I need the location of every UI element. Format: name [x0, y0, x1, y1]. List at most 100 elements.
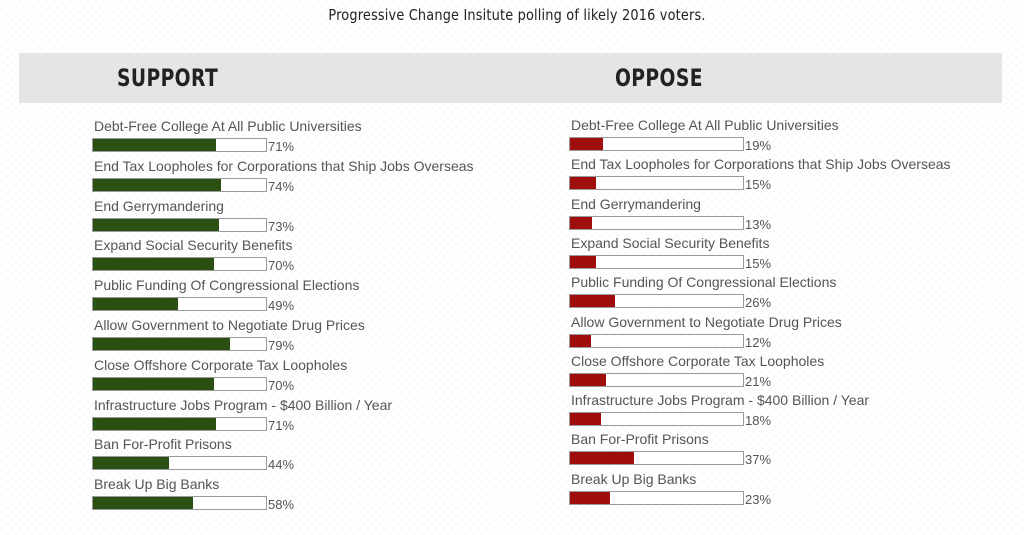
- support-bar-value: 79%: [268, 338, 295, 353]
- oppose-bar-track: [569, 490, 744, 505]
- oppose-bar-row: Break Up Big Banks 23%: [569, 471, 989, 511]
- support-bar-track: [92, 337, 267, 351]
- support-bar-value: 58%: [268, 497, 295, 513]
- oppose-bar: [570, 138, 603, 150]
- support-bar-value: 71%: [268, 417, 295, 433]
- support-bar-value: 44%: [268, 457, 295, 473]
- oppose-bar-row: Close Offshore Corporate Tax Loopholes 21…: [569, 353, 989, 393]
- support-bar: [93, 377, 215, 390]
- oppose-bar-label: Expand Social Security Benefits: [571, 234, 770, 251]
- support-bar: [93, 178, 222, 191]
- support-bar-label: Close Offshore Corporate Tax Loopholes: [94, 356, 348, 373]
- support-bar-value: 71%: [268, 139, 295, 154]
- support-bar: [93, 298, 178, 311]
- support-bar-label: Break Up Big Banks: [94, 476, 220, 493]
- oppose-bar-track: [569, 451, 744, 466]
- oppose-bar-track: [569, 254, 744, 269]
- oppose-bar: [570, 334, 591, 347]
- oppose-bar-row: Public Funding Of Congressional Election…: [569, 274, 989, 314]
- support-bar-track: [92, 496, 267, 511]
- oppose-bar-label: End Gerrymandering: [571, 195, 701, 212]
- support-bar-label: Debt-Free College At All Public Universi…: [94, 118, 362, 134]
- oppose-bar-row: Ban For-Profit Prisons 37%: [569, 431, 989, 471]
- oppose-bar-label: Allow Government to Negotiate Drug Price…: [571, 313, 842, 330]
- oppose-bar: [570, 413, 602, 426]
- oppose-bar-row: Allow Government to Negotiate Drug Price…: [569, 314, 989, 354]
- support-bar: [93, 139, 216, 151]
- support-bar-track: [92, 376, 267, 391]
- support-bar-row: Public Funding Of Congressional Election…: [92, 277, 512, 317]
- support-bar-track: [92, 297, 267, 312]
- oppose-bar-row: Infrastructure Jobs Program - $400 Billi…: [569, 392, 989, 432]
- oppose-bar-label: Break Up Big Banks: [571, 470, 697, 487]
- oppose-bar: [570, 452, 634, 465]
- support-bar-row: Allow Government to Negotiate Drug Price…: [92, 317, 512, 357]
- oppose-bar-row: Debt-Free College At All Public Universi…: [569, 117, 989, 157]
- oppose-heading: OPPOSE: [615, 64, 703, 92]
- support-bar-track: [92, 456, 267, 471]
- oppose-bar-value: 12%: [745, 334, 772, 350]
- oppose-bar-value: 15%: [745, 177, 772, 193]
- support-bar: [93, 258, 215, 271]
- support-bar-label: Allow Government to Negotiate Drug Price…: [94, 317, 365, 333]
- support-bar-row: Expand Social Security Benefits 70%: [92, 237, 512, 277]
- oppose-bar-track: [569, 215, 744, 230]
- support-bar-track: [92, 257, 267, 272]
- oppose-bar: [570, 373, 607, 386]
- support-bar-label: End Tax Loopholes for Corporations that …: [94, 157, 474, 174]
- support-bar-label: Public Funding Of Congressional Election…: [94, 277, 360, 294]
- oppose-bar-value: 37%: [745, 452, 772, 468]
- oppose-bar-value: 23%: [745, 491, 772, 507]
- oppose-bar-row: Expand Social Security Benefits 15%: [569, 235, 989, 275]
- support-bar-label: Ban For-Profit Prisons: [94, 436, 232, 453]
- support-heading: SUPPORT: [117, 64, 219, 92]
- oppose-bar: [570, 255, 596, 268]
- support-bar-value: 70%: [268, 377, 295, 393]
- oppose-bar-row: End Tax Loopholes for Corporations that …: [569, 156, 989, 196]
- oppose-bar-value: 21%: [745, 373, 772, 389]
- support-bar-value: 49%: [268, 298, 295, 314]
- support-bar: [93, 457, 170, 470]
- oppose-bar-track: [569, 372, 744, 387]
- oppose-bar: [570, 216, 593, 229]
- oppose-bar-track: [569, 333, 744, 348]
- oppose-bar-track: [569, 294, 744, 309]
- header-band: [19, 53, 1002, 103]
- support-bar-row: Ban For-Profit Prisons 44%: [92, 436, 512, 476]
- support-bar-row: End Tax Loopholes for Corporations that …: [92, 158, 512, 198]
- oppose-bar-value: 13%: [745, 216, 772, 232]
- support-bar: [93, 497, 194, 510]
- oppose-bar-track: [569, 176, 744, 191]
- support-bar-track: [92, 138, 267, 152]
- oppose-bar: [570, 491, 610, 504]
- oppose-bar-label: End Tax Loopholes for Corporations that …: [571, 156, 951, 173]
- oppose-bar-value: 19%: [745, 138, 772, 153]
- support-bar-track: [92, 416, 267, 431]
- support-bar-row: Debt-Free College At All Public Universi…: [92, 118, 512, 158]
- oppose-bar-label: Infrastructure Jobs Program - $400 Billi…: [571, 392, 870, 409]
- support-bar-value: 70%: [268, 258, 295, 274]
- oppose-bar-row: End Gerrymandering 13%: [569, 196, 989, 236]
- oppose-bar-value: 15%: [745, 255, 772, 271]
- oppose-bar-value: 18%: [745, 413, 772, 429]
- support-bar-row: Break Up Big Banks 58%: [92, 476, 512, 516]
- support-bar-row: Close Offshore Corporate Tax Loopholes 70…: [92, 357, 512, 397]
- support-bar: [93, 338, 230, 350]
- oppose-bar-label: Public Funding Of Congressional Election…: [571, 274, 837, 291]
- oppose-bar-label: Close Offshore Corporate Tax Loopholes: [571, 352, 825, 369]
- oppose-bar-value: 26%: [745, 295, 772, 311]
- support-bar-track: [92, 217, 267, 232]
- support-bar: [93, 417, 216, 430]
- oppose-bar: [570, 295, 615, 308]
- oppose-bar: [570, 177, 596, 190]
- oppose-bar-label: Ban For-Profit Prisons: [571, 431, 709, 448]
- support-bar-row: End Gerrymandering 73%: [92, 198, 512, 238]
- chart-title: Progressive Change Insitute polling of l…: [328, 6, 706, 24]
- support-bar-track: [92, 177, 267, 192]
- support-bar-label: End Gerrymandering: [94, 197, 224, 214]
- support-bar-value: 73%: [268, 218, 295, 234]
- oppose-bar-track: [569, 137, 744, 151]
- support-bar-value: 74%: [268, 178, 295, 194]
- oppose-bar-track: [569, 412, 744, 427]
- support-bar-label: Infrastructure Jobs Program - $400 Billi…: [94, 396, 393, 413]
